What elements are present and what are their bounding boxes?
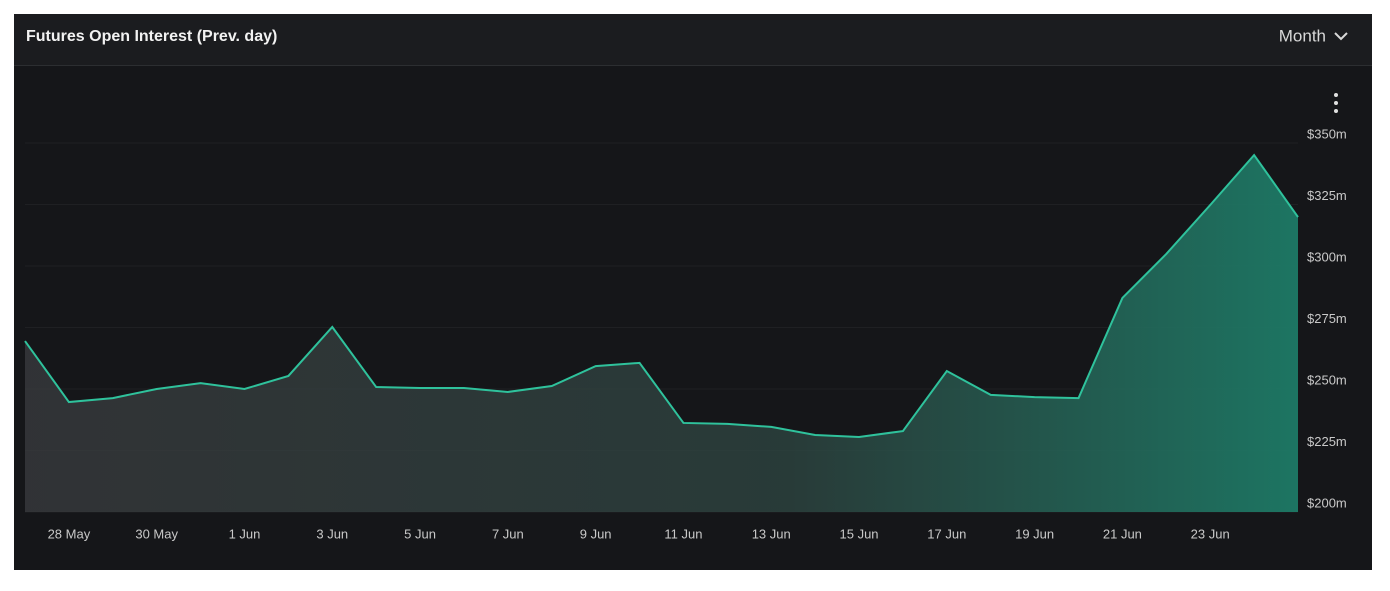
plot: $200m $225m $250m $275m $300m $325m $350m 28 Ma… — [24, 126, 1347, 541]
x-tick-label: 13 Jun — [752, 526, 791, 541]
dot[interactable] — [1334, 109, 1338, 113]
header — [14, 14, 1372, 65]
x-tick-label: 21 Jun — [1103, 526, 1142, 541]
y-tick-label: $225m — [1307, 434, 1347, 449]
x-tick-label: 17 Jun — [927, 526, 966, 541]
x-tick-label: 9 Jun — [580, 526, 612, 541]
y-tick-label: $200m — [1307, 495, 1347, 510]
y-tick-label: $275m — [1307, 311, 1347, 326]
y-tick-label: $300m — [1307, 249, 1347, 264]
x-tick-label: 19 Jun — [1015, 526, 1054, 541]
x-tick-label: 28 May — [48, 526, 91, 541]
period-label[interactable]: Month — [1279, 26, 1326, 45]
x-tick-label: 23 Jun — [1191, 526, 1230, 541]
dot[interactable] — [1334, 93, 1338, 97]
x-tick-label: 11 Jun — [664, 526, 702, 541]
area-fill — [25, 155, 1298, 512]
y-tick-label: $350m — [1307, 126, 1347, 141]
x-tick-label: 7 Jun — [492, 526, 524, 541]
dot[interactable] — [1334, 101, 1338, 105]
x-tick-label: 15 Jun — [840, 526, 879, 541]
x-tick-label: 30 May — [135, 526, 178, 541]
x-tick-label: 5 Jun — [404, 526, 436, 541]
chevron[interactable] — [1334, 32, 1348, 41]
period-dropdown[interactable]: Month — [1279, 26, 1348, 45]
line — [24, 153, 1299, 438]
x-tick-label: 1 Jun — [229, 526, 261, 541]
chart-title: Futures Open Interest (Prev. day) — [26, 28, 277, 45]
y-tick-label: $250m — [1307, 372, 1347, 387]
menu-icon[interactable] — [1334, 93, 1338, 113]
y-tick-label: $325m — [1307, 188, 1347, 203]
x-tick-label: 3 Jun — [316, 526, 348, 541]
